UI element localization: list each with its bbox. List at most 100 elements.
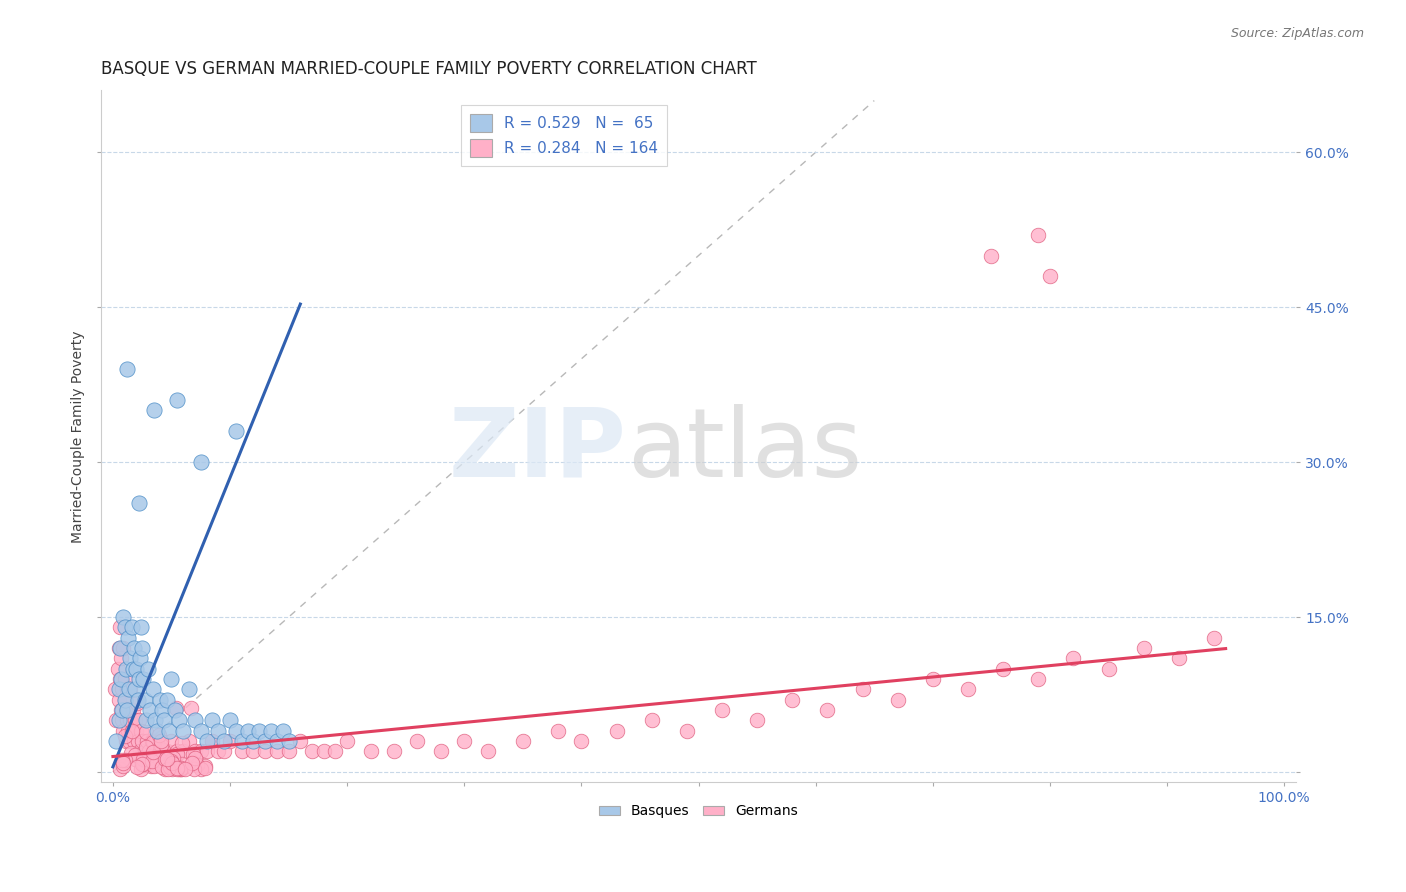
Point: [143, 758, 166, 772]
Point: [207, 723, 229, 738]
Point: [201, 734, 224, 748]
Point: [121, 662, 143, 676]
Point: [212, 744, 235, 758]
Point: [128, 744, 150, 758]
Point: [115, 714, 138, 728]
Point: [104, 682, 127, 697]
Point: [128, 496, 150, 510]
Point: [121, 723, 143, 738]
Y-axis label: Married-Couple Family Poverty: Married-Couple Family Poverty: [72, 330, 86, 542]
Text: BASQUE VS GERMAN MARRIED-COUPLE FAMILY POVERTY CORRELATION CHART: BASQUE VS GERMAN MARRIED-COUPLE FAMILY P…: [101, 60, 756, 78]
Point: [142, 744, 165, 758]
Point: [112, 610, 135, 624]
Point: [139, 759, 162, 773]
Point: [124, 752, 146, 766]
Point: [360, 744, 382, 758]
Point: [156, 744, 179, 758]
Point: [141, 754, 163, 768]
Point: [117, 631, 139, 645]
Point: [169, 762, 191, 776]
Point: [512, 734, 534, 748]
Point: [641, 714, 664, 728]
Point: [143, 714, 166, 728]
Point: [107, 692, 129, 706]
Point: [132, 758, 155, 772]
Point: [131, 757, 153, 772]
Point: [325, 744, 347, 758]
Point: [453, 734, 475, 748]
Point: [108, 641, 131, 656]
Point: [138, 744, 160, 758]
Point: [131, 641, 153, 656]
Point: [1039, 269, 1062, 284]
Point: [114, 692, 136, 706]
Point: [129, 762, 152, 776]
Point: [247, 723, 270, 738]
Point: [236, 723, 259, 738]
Point: [166, 747, 188, 761]
Point: [172, 723, 194, 738]
Point: [120, 714, 142, 728]
Point: [121, 620, 143, 634]
Point: [956, 682, 979, 697]
Point: [606, 723, 628, 738]
Point: [219, 734, 242, 748]
Point: [121, 703, 143, 717]
Point: [118, 734, 141, 748]
Point: [231, 734, 253, 748]
Point: [815, 703, 838, 717]
Point: [115, 703, 138, 717]
Point: [921, 672, 943, 686]
Point: [172, 744, 194, 758]
Point: [162, 762, 184, 776]
Point: [142, 747, 165, 761]
Point: [115, 362, 138, 376]
Point: [111, 703, 134, 717]
Point: [1132, 641, 1154, 656]
Point: [125, 662, 148, 676]
Point: [159, 757, 181, 772]
Point: [135, 739, 157, 754]
Point: [167, 762, 190, 776]
Point: [173, 762, 195, 776]
Point: [290, 734, 312, 748]
Point: [266, 744, 288, 758]
Point: [186, 758, 208, 772]
Point: [124, 747, 146, 762]
Point: [127, 692, 149, 706]
Point: [157, 762, 180, 776]
Point: [142, 745, 165, 759]
Point: [430, 744, 453, 758]
Point: [108, 672, 131, 686]
Point: [477, 744, 499, 758]
Point: [266, 734, 288, 748]
Point: [120, 681, 142, 696]
Point: [219, 714, 242, 728]
Point: [153, 752, 176, 766]
Point: [851, 682, 873, 697]
Point: [254, 744, 277, 758]
Point: [382, 744, 405, 758]
Point: [114, 692, 136, 706]
Point: [105, 734, 128, 748]
Point: [128, 651, 150, 665]
Point: [110, 703, 132, 717]
Point: [160, 734, 183, 748]
Point: [114, 620, 136, 634]
Point: [162, 751, 184, 765]
Point: [107, 641, 129, 656]
Point: [711, 703, 734, 717]
Point: [547, 723, 569, 738]
Point: [128, 714, 150, 728]
Point: [159, 754, 181, 768]
Point: [131, 734, 153, 748]
Point: [166, 393, 188, 408]
Point: [149, 734, 172, 748]
Point: [129, 751, 152, 765]
Point: [184, 744, 207, 758]
Point: [125, 759, 148, 773]
Point: [112, 723, 135, 738]
Point: [177, 734, 200, 748]
Point: [170, 736, 193, 750]
Point: [134, 744, 156, 758]
